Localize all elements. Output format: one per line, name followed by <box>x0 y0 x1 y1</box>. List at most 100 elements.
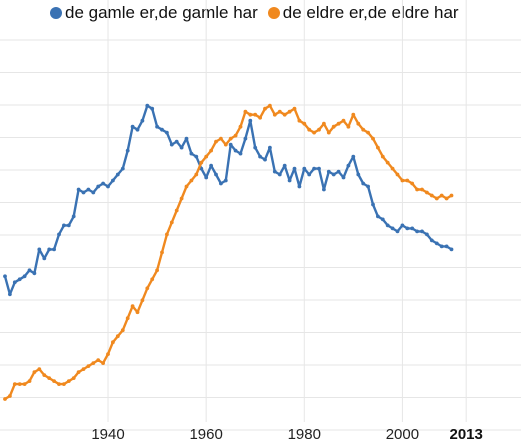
data-point[interactable] <box>287 109 292 114</box>
data-point[interactable] <box>297 118 302 123</box>
data-point[interactable] <box>106 352 110 356</box>
data-point[interactable] <box>302 121 307 126</box>
data-point[interactable] <box>169 220 174 225</box>
data-point[interactable] <box>209 163 214 168</box>
data-point[interactable] <box>120 166 125 171</box>
data-point[interactable] <box>248 112 253 117</box>
data-point[interactable] <box>405 226 410 231</box>
data-point[interactable] <box>76 187 81 192</box>
data-point[interactable] <box>307 172 312 177</box>
data-point[interactable] <box>130 304 135 309</box>
data-point[interactable] <box>307 127 312 132</box>
data-point[interactable] <box>380 217 385 222</box>
data-point[interactable] <box>160 250 164 255</box>
data-point[interactable] <box>282 163 287 168</box>
data-point[interactable] <box>425 232 429 237</box>
data-point[interactable] <box>62 382 66 386</box>
data-point[interactable] <box>341 118 346 123</box>
data-point[interactable] <box>233 148 238 153</box>
legend-item-series-2[interactable]: de eldre er,de eldre har <box>267 3 459 23</box>
data-point[interactable] <box>57 232 61 237</box>
data-point[interactable] <box>434 241 439 246</box>
data-point[interactable] <box>125 316 130 321</box>
data-point[interactable] <box>277 172 282 177</box>
series-line-1[interactable] <box>3 104 453 296</box>
data-point[interactable] <box>277 109 282 114</box>
data-point[interactable] <box>272 112 277 117</box>
data-point[interactable] <box>410 226 415 231</box>
data-point[interactable] <box>71 376 76 380</box>
data-point[interactable] <box>253 112 258 117</box>
data-point[interactable] <box>189 151 194 156</box>
data-point[interactable] <box>42 256 47 261</box>
data-point[interactable] <box>336 169 341 174</box>
data-point[interactable] <box>52 247 56 252</box>
data-point[interactable] <box>150 277 155 282</box>
data-point[interactable] <box>346 124 351 129</box>
data-point[interactable] <box>405 178 410 183</box>
data-point[interactable] <box>238 124 243 129</box>
data-point[interactable] <box>287 178 292 183</box>
data-point[interactable] <box>326 130 331 135</box>
data-point[interactable] <box>150 106 155 111</box>
data-point[interactable] <box>385 160 390 165</box>
data-point[interactable] <box>390 166 395 171</box>
data-point[interactable] <box>3 397 7 401</box>
data-point[interactable] <box>331 172 336 177</box>
data-point[interactable] <box>115 172 120 177</box>
data-point[interactable] <box>165 232 169 237</box>
data-point[interactable] <box>223 178 228 183</box>
data-point[interactable] <box>258 154 262 159</box>
data-point[interactable] <box>115 334 120 339</box>
data-point[interactable] <box>62 223 66 228</box>
data-point[interactable] <box>322 121 326 126</box>
data-point[interactable] <box>243 136 248 141</box>
data-point[interactable] <box>27 379 32 383</box>
data-point[interactable] <box>292 166 297 171</box>
data-point[interactable] <box>395 229 400 234</box>
data-point[interactable] <box>326 169 331 174</box>
data-point[interactable] <box>96 358 101 362</box>
data-point[interactable] <box>317 166 321 171</box>
data-point[interactable] <box>42 373 47 377</box>
data-point[interactable] <box>346 163 351 168</box>
data-point[interactable] <box>390 226 395 231</box>
data-point[interactable] <box>209 148 214 153</box>
data-point[interactable] <box>27 268 32 273</box>
data-point[interactable] <box>297 184 302 189</box>
data-point[interactable] <box>351 112 356 117</box>
data-point[interactable] <box>429 193 434 198</box>
data-point[interactable] <box>356 121 361 126</box>
data-point[interactable] <box>214 139 218 144</box>
data-point[interactable] <box>179 145 184 150</box>
data-point[interactable] <box>22 274 27 279</box>
data-point[interactable] <box>371 202 375 207</box>
data-point[interactable] <box>376 145 380 150</box>
data-point[interactable] <box>12 382 17 386</box>
data-point[interactable] <box>449 193 454 198</box>
data-point[interactable] <box>169 142 174 147</box>
data-point[interactable] <box>400 223 405 228</box>
data-point[interactable] <box>282 112 287 117</box>
data-point[interactable] <box>91 361 96 365</box>
data-point[interactable] <box>361 127 366 132</box>
data-point[interactable] <box>444 196 449 201</box>
data-point[interactable] <box>125 148 130 153</box>
data-point[interactable] <box>248 118 253 123</box>
data-point[interactable] <box>135 310 140 315</box>
data-point[interactable] <box>184 184 189 189</box>
data-point[interactable] <box>17 382 22 386</box>
data-point[interactable] <box>449 247 454 252</box>
data-point[interactable] <box>71 214 76 219</box>
data-point[interactable] <box>86 364 91 368</box>
data-point[interactable] <box>253 145 258 150</box>
data-point[interactable] <box>233 133 238 138</box>
data-point[interactable] <box>376 214 380 219</box>
data-point[interactable] <box>228 136 233 141</box>
data-point[interactable] <box>66 223 71 228</box>
data-point[interactable] <box>3 274 7 279</box>
data-point[interactable] <box>37 247 42 252</box>
data-point[interactable] <box>317 127 321 132</box>
data-point[interactable] <box>145 103 150 108</box>
data-point[interactable] <box>204 154 209 159</box>
